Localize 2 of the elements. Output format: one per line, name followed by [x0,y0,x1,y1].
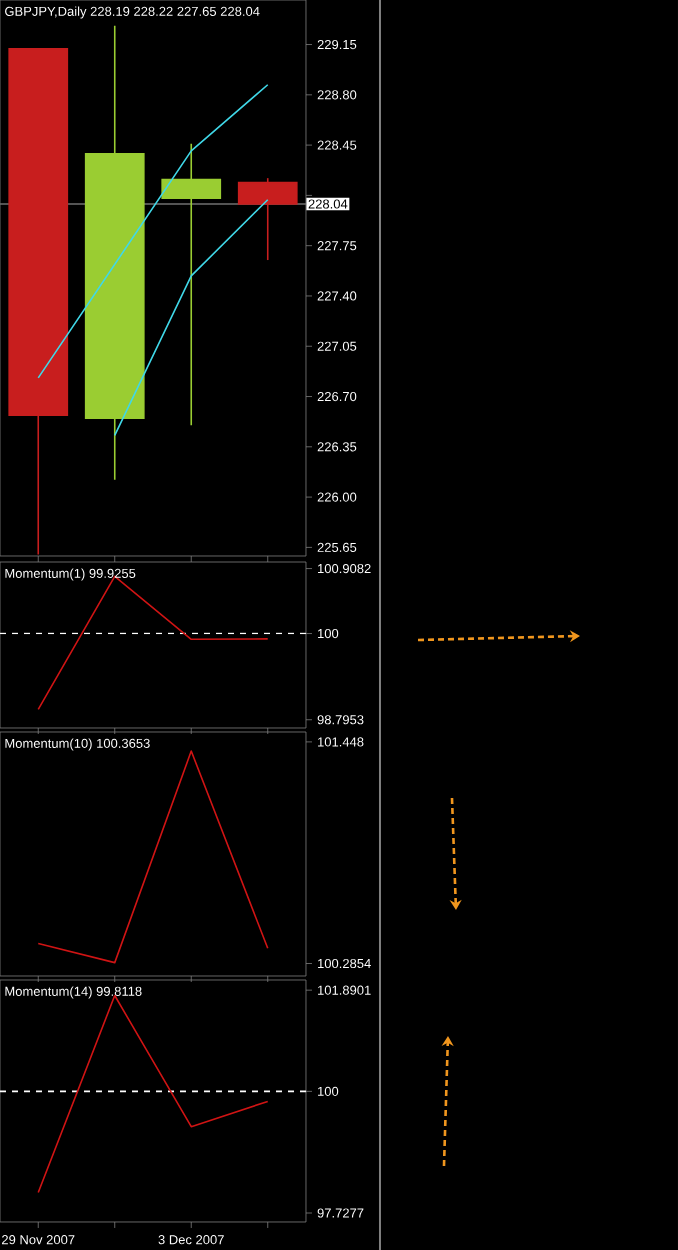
candlestick [161,142,222,427]
line-series [37,750,269,964]
